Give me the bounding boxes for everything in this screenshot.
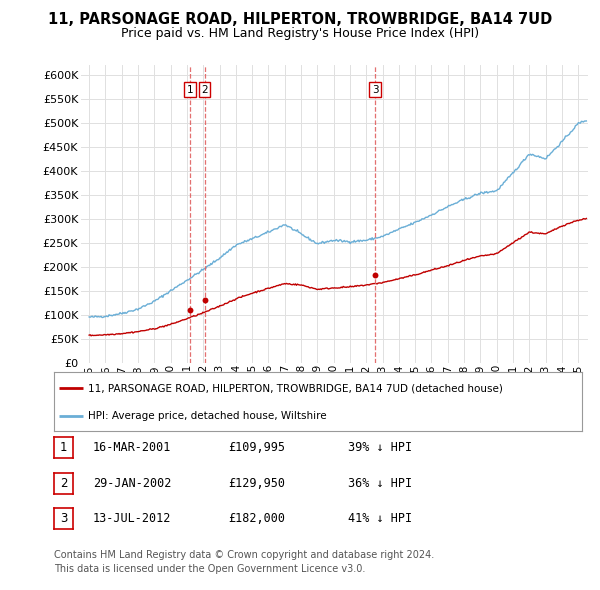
Point: [200, 296, 209, 305]
Text: 1: 1: [60, 441, 67, 454]
Text: Contains HM Land Registry data © Crown copyright and database right 2024.
This d: Contains HM Land Registry data © Crown c…: [54, 550, 434, 573]
Text: 2: 2: [60, 477, 67, 490]
Text: 3: 3: [60, 512, 67, 525]
Text: £129,950: £129,950: [228, 477, 285, 490]
Text: 16-MAR-2001: 16-MAR-2001: [93, 441, 172, 454]
Text: 11, PARSONAGE ROAD, HILPERTON, TROWBRIDGE, BA14 7UD: 11, PARSONAGE ROAD, HILPERTON, TROWBRIDG…: [48, 12, 552, 27]
Text: £182,000: £182,000: [228, 512, 285, 525]
Text: 39% ↓ HPI: 39% ↓ HPI: [348, 441, 412, 454]
Text: 3: 3: [372, 85, 379, 95]
Text: HPI: Average price, detached house, Wiltshire: HPI: Average price, detached house, Wilt…: [88, 411, 327, 421]
Text: 1: 1: [187, 85, 194, 95]
Text: 36% ↓ HPI: 36% ↓ HPI: [348, 477, 412, 490]
Text: 41% ↓ HPI: 41% ↓ HPI: [348, 512, 412, 525]
Text: 2: 2: [201, 85, 208, 95]
Text: 11, PARSONAGE ROAD, HILPERTON, TROWBRIDGE, BA14 7UD (detached house): 11, PARSONAGE ROAD, HILPERTON, TROWBRIDG…: [88, 384, 503, 393]
Point: [185, 305, 195, 314]
Text: £109,995: £109,995: [228, 441, 285, 454]
Text: 29-JAN-2002: 29-JAN-2002: [93, 477, 172, 490]
Text: 13-JUL-2012: 13-JUL-2012: [93, 512, 172, 525]
Point: [370, 271, 380, 280]
Text: Price paid vs. HM Land Registry's House Price Index (HPI): Price paid vs. HM Land Registry's House …: [121, 27, 479, 40]
